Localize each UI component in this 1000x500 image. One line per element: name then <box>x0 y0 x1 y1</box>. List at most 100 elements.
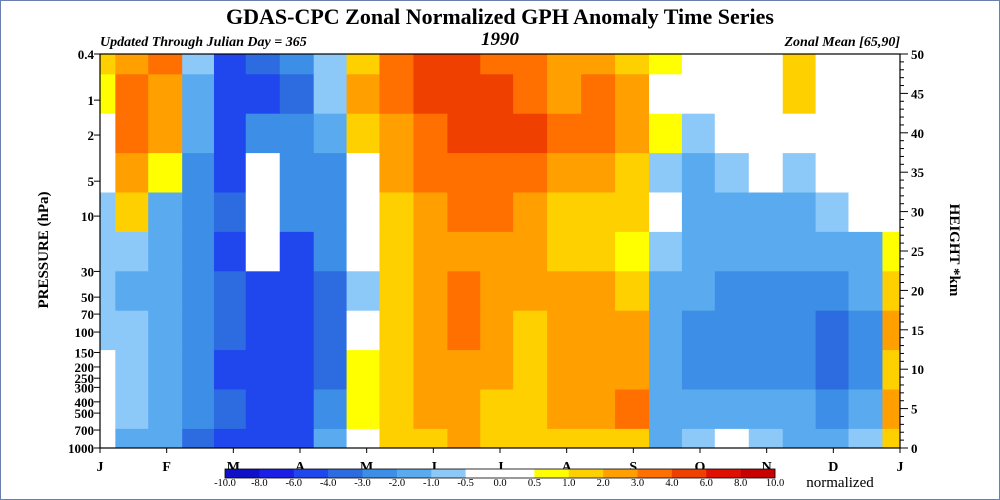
heatmap-cell <box>848 388 884 429</box>
month-label: S <box>629 460 637 475</box>
heatmap-cell <box>213 310 247 351</box>
heatmap-cell <box>100 73 116 114</box>
colorbar-swatch <box>225 469 260 478</box>
heatmap-cell <box>480 152 514 193</box>
heatmap-cell <box>379 152 415 193</box>
colorbar-tick-label: 8.0 <box>734 478 747 489</box>
heatmap-cell <box>213 152 247 193</box>
chart-subtitle-right: Zonal Mean [65,90] <box>784 35 901 50</box>
heatmap-cell <box>346 310 381 351</box>
heatmap-cell <box>379 113 415 154</box>
heatmap-cell <box>714 152 750 193</box>
heatmap-cell <box>115 113 149 154</box>
heatmap-cell <box>245 73 281 114</box>
heatmap-cell <box>581 113 616 154</box>
colorbar-tick-label: 4.0 <box>665 478 678 489</box>
heatmap-cell <box>513 73 548 114</box>
heatmap-cell <box>447 191 481 232</box>
heatmap-cell <box>480 349 514 390</box>
colorbar-swatch <box>568 469 604 478</box>
heatmap-cell <box>848 73 884 114</box>
heatmap-cell <box>547 428 582 448</box>
heatmap-cell <box>379 428 415 448</box>
heatmap-cell <box>547 349 582 390</box>
heatmap-cell <box>413 73 448 114</box>
heatmap-cell <box>346 73 381 114</box>
heatmap-cell <box>447 428 481 448</box>
heatmap-cell <box>346 388 381 429</box>
heatmap-cell <box>447 113 481 154</box>
colorbar-tick-label: 3.0 <box>631 478 644 489</box>
heatmap-cell <box>148 152 183 193</box>
colorbar-swatch <box>671 469 707 478</box>
heatmap-cell <box>182 231 215 272</box>
heatmap-cell <box>413 152 448 193</box>
heatmap-cell <box>547 152 582 193</box>
heatmap-cell <box>413 231 448 272</box>
heatmap-cell <box>182 73 215 114</box>
heatmap-cell <box>379 191 415 232</box>
heatmap-cell <box>182 113 215 154</box>
heatmap-cell <box>815 113 850 154</box>
heatmap-cell <box>279 270 315 311</box>
heatmap-cell <box>547 191 582 232</box>
month-label: A <box>562 460 573 475</box>
heatmap-cell <box>848 191 884 232</box>
heatmap-cell <box>279 231 315 272</box>
heatmap-cell <box>513 428 548 448</box>
heatmap-cell <box>782 231 817 272</box>
heatmap-cell <box>681 152 716 193</box>
heatmap-cell <box>513 54 548 75</box>
heatmap-cell <box>714 54 750 75</box>
heatmap-cell <box>115 388 149 429</box>
heatmap-cell <box>100 54 116 75</box>
heatmap-cell <box>547 310 582 351</box>
heatmap-cell <box>615 231 650 272</box>
heatmap-cell <box>581 349 616 390</box>
colorbar-tick-label: 0.0 <box>493 478 506 489</box>
heatmap-cell <box>848 113 884 154</box>
heatmap-cell <box>815 231 850 272</box>
heatmap-cell <box>848 270 884 311</box>
heatmap-cells <box>100 54 900 448</box>
heatmap-cell <box>413 54 448 75</box>
heatmap-cell <box>279 310 315 351</box>
heatmap-cell <box>581 270 616 311</box>
heatmap-cell <box>649 231 683 272</box>
heatmap-cell <box>213 428 247 448</box>
heatmap-cell <box>313 310 348 351</box>
heatmap-cell <box>245 113 281 154</box>
heatmap-cell <box>447 231 481 272</box>
height-tick-label: 40 <box>911 126 924 141</box>
heatmap-cell <box>714 73 750 114</box>
height-tick-label: 10 <box>911 362 924 377</box>
pressure-tick-label: 200 <box>75 360 95 375</box>
heatmap-cell <box>815 152 850 193</box>
heatmap-cell <box>379 310 415 351</box>
heatmap-cell <box>615 270 650 311</box>
heatmap-cell <box>547 54 582 75</box>
heatmap-cell <box>346 231 381 272</box>
heatmap-cell <box>748 428 784 448</box>
pressure-tick-label: 30 <box>81 264 94 279</box>
heatmap-cell <box>681 73 716 114</box>
heatmap-cell <box>547 388 582 429</box>
heatmap-cell <box>714 310 750 351</box>
heatmap-cell <box>649 310 683 351</box>
pressure-tick-label: 400 <box>75 395 95 410</box>
heatmap-cell <box>413 349 448 390</box>
heatmap-cell <box>346 54 381 75</box>
month-label: J <box>897 460 904 475</box>
heatmap-cell <box>379 73 415 114</box>
heatmap-cell <box>100 191 116 232</box>
heatmap-cell <box>815 54 850 75</box>
heatmap-cell <box>782 270 817 311</box>
colorbar-swatch <box>431 469 466 478</box>
heatmap-cell <box>681 428 716 448</box>
heatmap-cell <box>513 310 548 351</box>
pressure-tick-label: 150 <box>75 345 95 360</box>
height-tick-label: 50 <box>911 47 924 62</box>
heatmap-cell <box>882 231 900 272</box>
heatmap-cell <box>547 231 582 272</box>
heatmap-cell <box>115 270 149 311</box>
